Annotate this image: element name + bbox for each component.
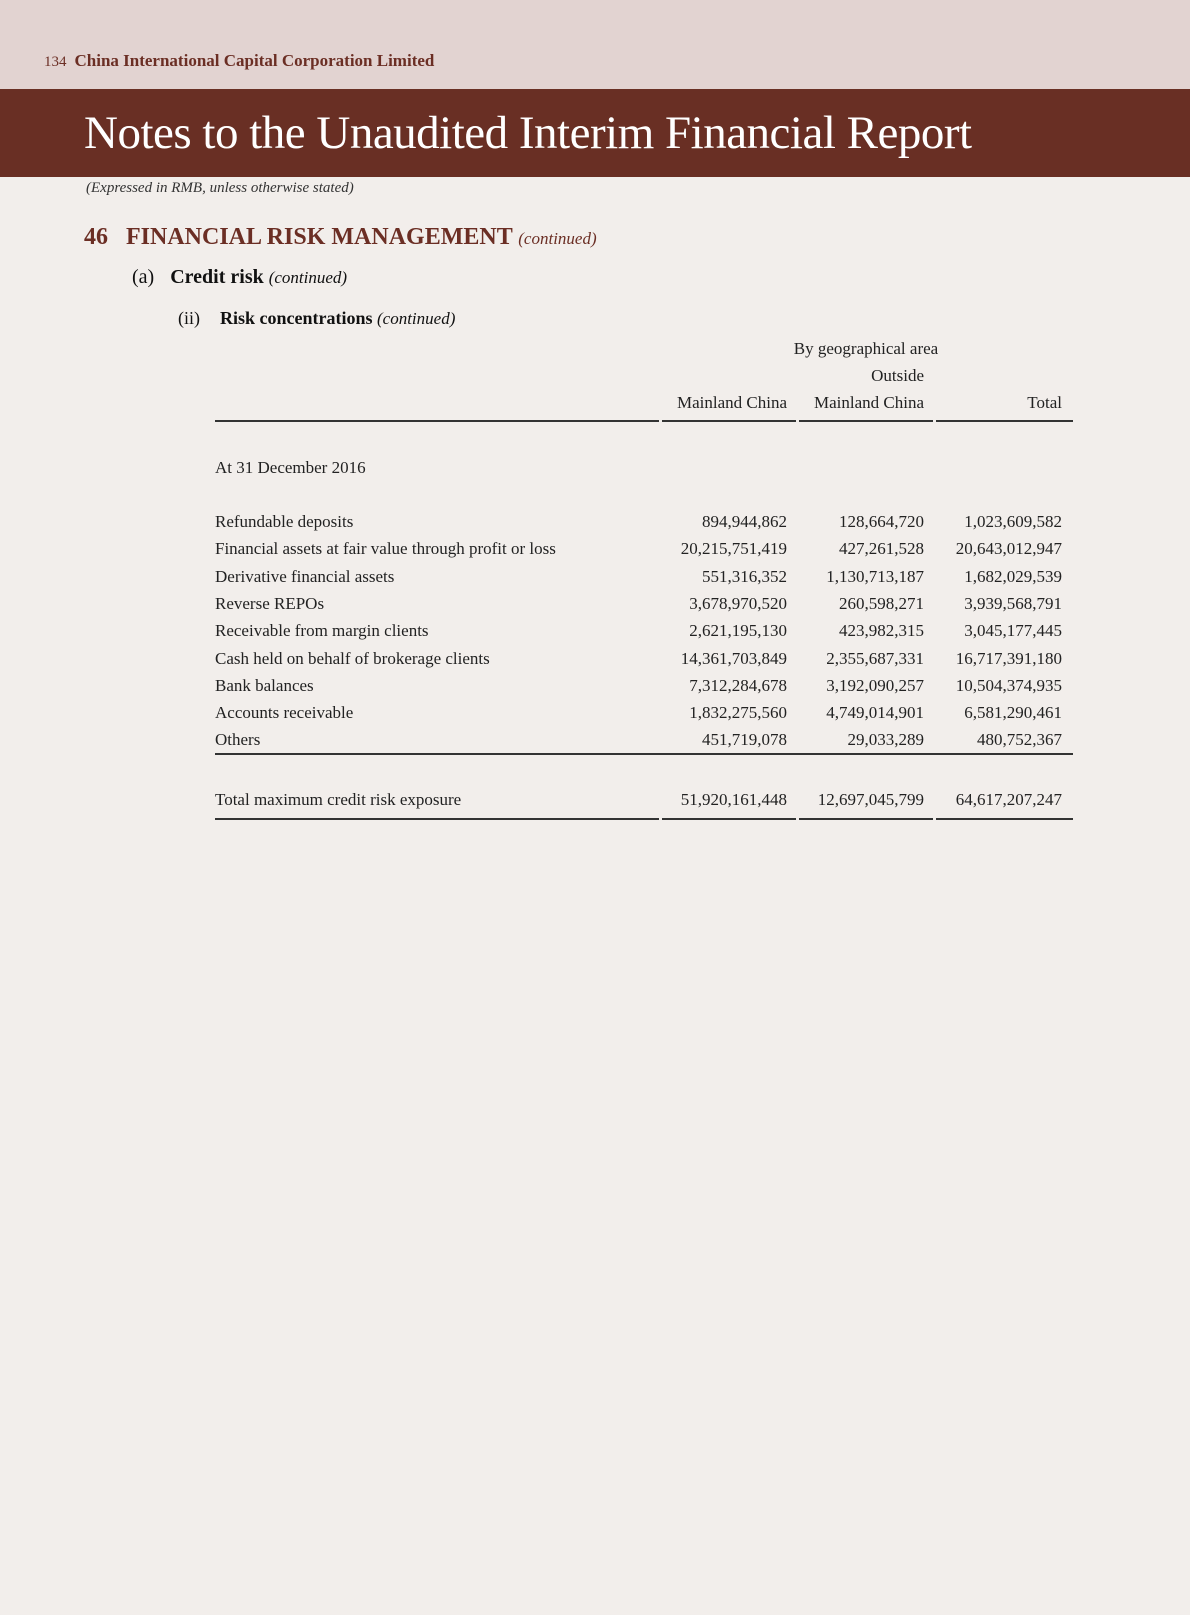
period-label: At 31 December 2016: [215, 458, 366, 477]
page-title: Notes to the Unaudited Interim Financial…: [84, 107, 972, 159]
table-row-cell: 3,192,090,257: [826, 675, 924, 695]
subsection-title: Credit risk: [170, 266, 264, 288]
subsubsection-number: (ii): [178, 308, 200, 328]
table-row-cell: 128,664,720: [839, 512, 924, 531]
table-row-cell: 14,361,703,849: [680, 648, 787, 668]
col2-header-line2: Mainland China: [813, 393, 924, 412]
header-rule: [936, 420, 1073, 422]
table-row-cell: 451,719,078: [702, 730, 787, 750]
subsection-continued: (continued): [268, 268, 348, 287]
table-row-cell: 20,215,751,419: [680, 539, 787, 559]
header-rule: [662, 420, 796, 422]
table-row-cell: 20,643,012,947: [955, 539, 1062, 559]
total-row-cell: 64,617,207,247: [955, 790, 1062, 809]
total-rule: [215, 818, 659, 820]
table-row-label: Receivable from margin clients: [215, 621, 429, 641]
table-row-label: Cash held on behalf of brokerage clients: [215, 648, 490, 668]
subsection-heading: (a) Credit risk (continued): [132, 266, 347, 289]
subsubsection-title: Risk concentrations: [220, 308, 373, 328]
table-row-cell: 894,944,862: [702, 512, 787, 531]
total-row-label: Total maximum credit risk exposure: [215, 790, 462, 809]
table-row-cell: 2,355,687,331: [826, 648, 924, 668]
table-row-cell: 2,621,195,130: [689, 621, 787, 641]
table-row-label: Financial assets at fair value through p…: [215, 539, 556, 559]
col2-header-line1: Outside: [871, 366, 924, 385]
table-row-label: Reverse REPOs: [215, 593, 325, 613]
subtotal-rule: [215, 753, 1073, 755]
table-row-cell: 6,581,290,461: [964, 703, 1062, 723]
table-row-cell: 3,939,568,791: [964, 593, 1062, 613]
table-row-label: Refundable deposits: [215, 512, 354, 531]
total-rule: [662, 818, 796, 820]
table-row-cell: 16,717,391,180: [955, 648, 1062, 668]
table-row-cell: 480,752,367: [977, 730, 1062, 750]
running-header: 134 China International Capital Corporati…: [44, 51, 434, 71]
total-row-cell: 51,920,161,448: [680, 790, 787, 809]
table-row-cell: 423,982,315: [839, 621, 924, 641]
col1-header: Mainland China: [676, 393, 787, 412]
col3-header: Total: [1027, 393, 1062, 412]
header-rule: [799, 420, 933, 422]
header-rule: [215, 420, 659, 422]
table-row-cell: 4,749,014,901: [826, 703, 924, 723]
total-row-cell: 12,697,045,799: [817, 790, 924, 809]
table-row-cell: 1,023,609,582: [964, 512, 1062, 531]
section-title: FINANCIAL RISK MANAGEMENT: [126, 224, 513, 250]
group-header: By geographical area: [793, 339, 939, 358]
table-row-cell: 1,832,275,560: [689, 703, 787, 723]
table-row-cell: 260,598,271: [839, 593, 924, 613]
total-rule: [936, 818, 1073, 820]
table-row-label: Derivative financial assets: [215, 566, 395, 586]
total-rule: [799, 818, 933, 820]
table-row-cell: 3,045,177,445: [964, 621, 1062, 641]
table-row-label: Bank balances: [215, 675, 314, 695]
subsubsection-heading: (ii) Risk concentrations (continued): [178, 308, 455, 329]
table-row-cell: 1,130,713,187: [826, 566, 924, 586]
top-band: [0, 0, 1190, 89]
table-row-cell: 1,682,029,539: [964, 566, 1062, 586]
table-row-cell: 10,504,374,935: [955, 675, 1062, 695]
subsubsection-continued: (continued): [377, 309, 456, 328]
table-row-cell: 7,312,284,678: [689, 675, 787, 695]
section-continued: (continued): [518, 229, 597, 248]
currency-note: (Expressed in RMB, unless otherwise stat…: [86, 180, 354, 196]
section-heading: 46 FINANCIAL RISK MANAGEMENT (continued): [84, 224, 597, 251]
page-number: 134: [44, 54, 67, 70]
section-number: 46: [84, 224, 108, 250]
table-row-cell: 29,033,289: [847, 730, 925, 750]
table-row-label: Others: [215, 730, 261, 750]
subsection-number: (a): [132, 266, 155, 288]
table-row-cell: 427,261,528: [839, 539, 924, 559]
table-row-cell: 3,678,970,520: [689, 593, 787, 613]
table-row-label: Accounts receivable: [215, 703, 354, 723]
company-name: China International Capital Corporation …: [74, 51, 435, 70]
title-band: [0, 89, 1190, 177]
table-row-cell: 551,316,352: [702, 566, 787, 586]
